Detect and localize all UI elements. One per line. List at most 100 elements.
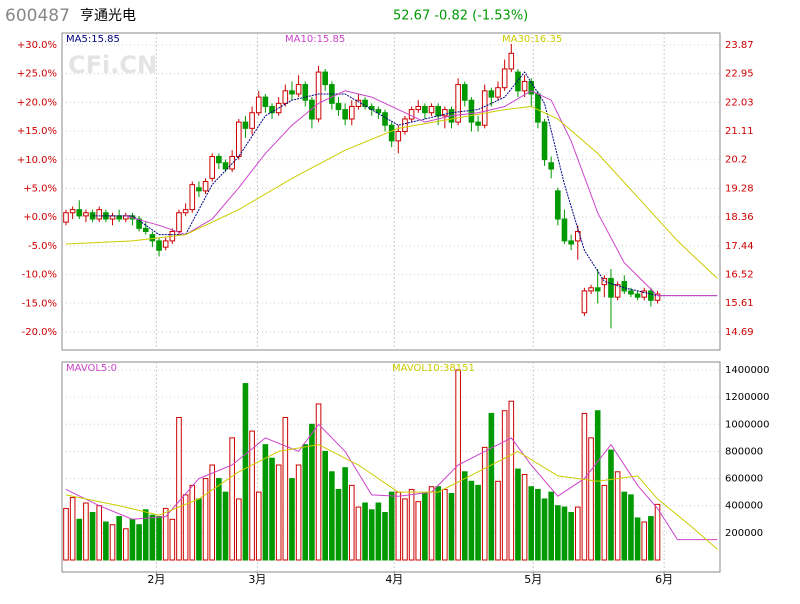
y-tick-label: 1200000 [725, 392, 770, 403]
volume-bar [568, 512, 574, 561]
candle-body [455, 84, 461, 123]
ma-line [65, 105, 718, 279]
candle-body [614, 284, 621, 298]
volume-bar [608, 449, 614, 561]
volume-bar [176, 417, 182, 561]
candle-body [581, 290, 588, 314]
volume-bar [528, 486, 535, 561]
volume-bar [96, 505, 103, 561]
candle-body [348, 105, 355, 120]
volume-bar [588, 437, 594, 561]
volume-bar [601, 484, 608, 561]
candle-body [442, 109, 448, 117]
quote: 52.67 -0.82 (-1.53%) [393, 9, 528, 24]
candle-body [634, 293, 641, 298]
volume-bar [435, 486, 441, 561]
y2-tick-label: -20.0% [22, 327, 57, 338]
volume-bar [189, 484, 196, 561]
volume-bar [628, 494, 634, 561]
volume-bar [322, 450, 328, 561]
volume-bar [249, 430, 255, 561]
candle-body [475, 121, 481, 126]
candle-body [196, 187, 202, 192]
candle-body [628, 290, 634, 295]
volume-bar [594, 410, 601, 561]
legend-label: MA5:15.85 [66, 34, 120, 45]
volume-bar [535, 488, 541, 561]
ma-line [92, 71, 718, 297]
volume-bar [116, 516, 122, 561]
candle-body [322, 71, 328, 86]
ma-line [125, 90, 718, 297]
volume-bar [555, 505, 561, 561]
candle-body [182, 209, 189, 214]
candle-body [608, 277, 614, 298]
candle-body [594, 287, 601, 292]
volume-bar [355, 506, 362, 561]
candle-body [508, 52, 515, 70]
volume-bar [129, 518, 136, 561]
y-tick-label: 18.36 [725, 212, 754, 223]
volume-bar [222, 491, 229, 561]
volume-bar [448, 493, 455, 561]
y2-tick-label: +15.0% [17, 126, 57, 137]
volume-bar [388, 491, 395, 561]
candle-body [375, 109, 382, 114]
y2-tick-label: -10.0% [22, 270, 57, 281]
candle-body [269, 105, 275, 114]
volume-bar [521, 474, 528, 561]
volume-bar [541, 498, 548, 561]
volume-bar [309, 423, 315, 561]
y2-tick-label: -5.0% [28, 241, 57, 252]
candle-body [601, 277, 608, 286]
candle-body [588, 287, 594, 292]
volume-bar [581, 412, 588, 561]
candle-body [242, 121, 249, 129]
candle-body [362, 99, 368, 107]
y-tick-label: 22.03 [725, 97, 754, 108]
volume-bar [481, 446, 488, 561]
y2-tick-label: -15.0% [22, 298, 57, 309]
candle-body [302, 84, 309, 101]
candle-body [222, 162, 229, 170]
candle-body [255, 96, 262, 114]
x-tick-label: 3月 [248, 573, 266, 586]
y-tick-label: 600000 [725, 474, 763, 485]
candle-body [335, 102, 342, 111]
volume-bar [202, 478, 209, 561]
candle-body [96, 209, 103, 220]
volume-bar [641, 521, 648, 561]
candle-body [249, 112, 255, 129]
candle-body [541, 121, 548, 161]
volume-bar [295, 464, 302, 561]
candle-body [136, 218, 142, 229]
y-tick-label: 23.87 [725, 40, 754, 51]
volume-bar [83, 502, 89, 561]
candle-body [561, 218, 568, 242]
candle-body [216, 155, 222, 164]
volume-bar [282, 417, 289, 561]
volume-bar [342, 467, 348, 561]
volume-bar [89, 512, 96, 561]
volume-bar [561, 506, 568, 561]
candle-body [142, 227, 149, 233]
y2-tick-label: +30.0% [17, 40, 57, 51]
candle-body [428, 105, 435, 114]
volume-bar [182, 494, 189, 561]
candle-body [408, 109, 415, 120]
watermark: CFi.CN [68, 51, 157, 79]
stock-name: 亨通光电 [80, 7, 136, 24]
volume-bar [235, 498, 242, 561]
volume-bar [634, 517, 641, 561]
volume-bar [216, 478, 222, 561]
volume-bar [136, 524, 142, 561]
volume-bar [123, 528, 129, 561]
candle-body [282, 90, 289, 104]
volume-bar [495, 480, 501, 561]
volume-bar [289, 478, 295, 561]
candle-body [89, 212, 96, 220]
volume-bar [548, 491, 554, 561]
candle-body [388, 124, 395, 142]
y2-tick-label: +25.0% [17, 69, 57, 80]
